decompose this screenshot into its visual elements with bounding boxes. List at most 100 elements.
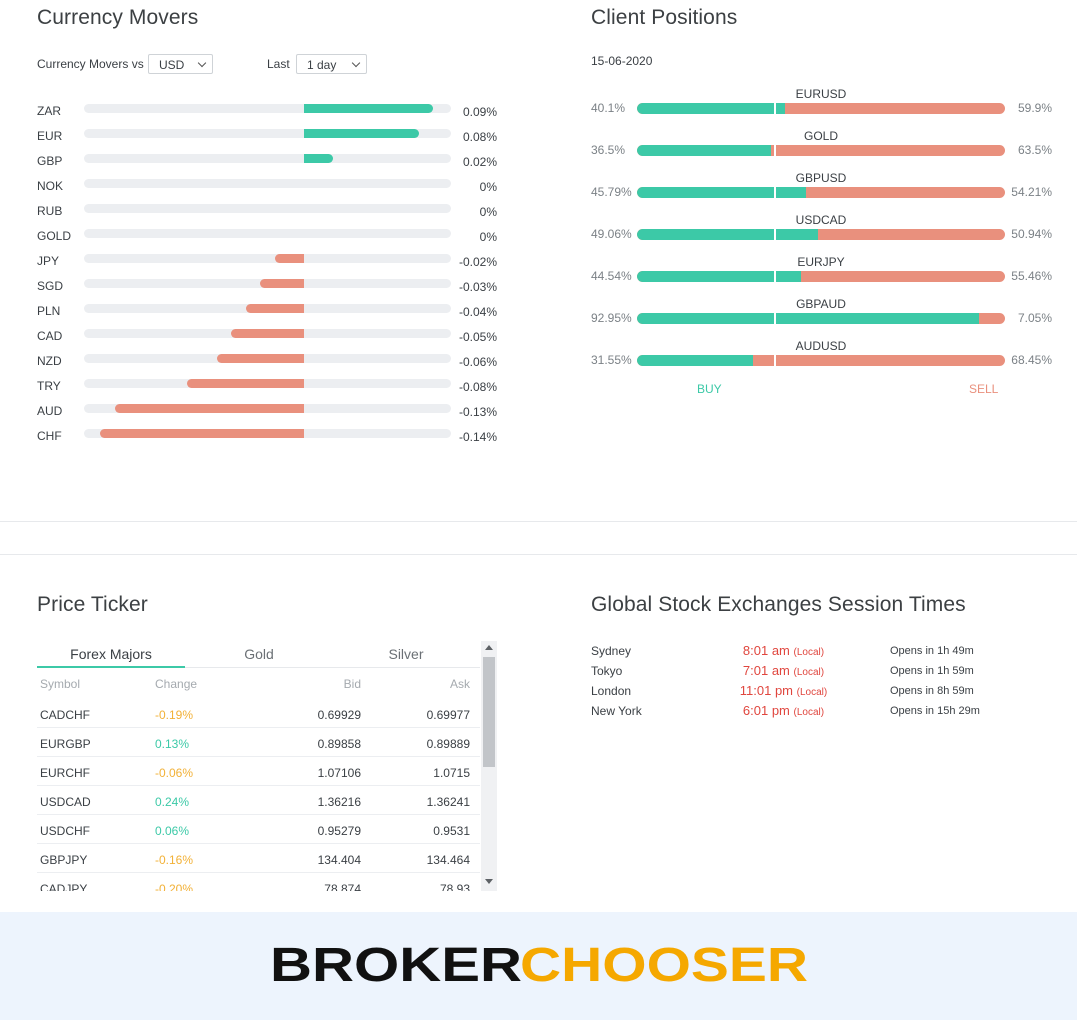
row-symbol: EURCHF [40,766,90,780]
table-row[interactable]: EURGBP 0.13% 0.89858 0.89889 [37,728,480,757]
mover-percent: -0.06% [458,355,497,369]
table-header: Symbol Change Bid Ask [37,677,480,693]
row-ask: 134.464 [426,853,470,867]
sell-percent: 7.05% [1017,311,1052,325]
column-header-change: Change [155,677,198,691]
price-ticker-title: Price Ticker [37,593,148,616]
mover-percent: 0.09% [462,105,497,119]
mover-bar [260,279,304,288]
mover-bar-track [84,404,451,413]
scroll-up-icon[interactable] [485,645,493,650]
table-row[interactable]: GBPJPY -0.16% 134.404 134.464 [37,844,480,873]
table-row[interactable]: USDCHF 0.06% 0.95279 0.9531 [37,815,480,844]
brokerchooser-logo[interactable]: BROKER CHOOSER [270,940,810,990]
mover-percent: 0% [479,180,497,194]
mover-bar-track [84,354,451,363]
price-ticker-rows: CADCHF -0.19% 0.69929 0.69977 EURGBP 0.13% 0.8… [37,699,480,891]
session-city: Tokyo [591,664,623,678]
mover-bar-track [84,279,451,288]
currency-mover-row: AUD -0.13% [37,400,507,425]
table-row[interactable]: USDCAD 0.24% 1.36216 1.36241 [37,786,480,815]
mover-bar-track [84,379,451,388]
row-bid: 1.07106 [317,766,361,780]
session-local-time: 6:01 pm (Local) [711,703,856,718]
table-row[interactable]: CADCHF -0.19% 0.69929 0.69977 [37,699,480,728]
tab-gold[interactable]: Gold [244,646,274,662]
sell-percent: 50.94% [1011,227,1052,241]
logo-text-broker: BROKER [270,940,522,990]
mover-percent: -0.04% [458,305,497,319]
session-city: London [591,684,632,698]
sell-percent: 54.21% [1011,185,1052,199]
mover-bar [187,379,304,388]
session-local-time: 8:01 am (Local) [711,643,856,658]
mover-bar [304,154,333,163]
mover-bar-track [84,179,451,188]
mover-bar [100,429,304,438]
mover-bar [231,329,304,338]
footer-banner: BROKER CHOOSER [0,912,1077,1020]
buy-percent: 49.06% [591,227,632,241]
currency-mover-row: EUR 0.08% [37,125,507,150]
currency-mover-row: CHF -0.14% [37,425,507,450]
sell-percent: 63.5% [1017,143,1052,157]
mover-bar [274,254,304,263]
position-symbol: GBPUSD [795,171,847,185]
scrollbar-thumb[interactable] [483,657,495,767]
buy-percent: 40.1% [591,101,626,115]
mover-bar-track [84,204,451,213]
buy-legend: BUY [697,382,722,396]
session-status: Opens in 1h 59m [890,665,974,677]
row-change: -0.16% [155,853,194,867]
row-symbol: CADCHF [40,708,90,722]
position-bar-track [637,229,1005,240]
row-change: 0.06% [155,824,190,838]
buy-bar [637,313,980,324]
currency-mover-row: NOK 0% [37,175,507,200]
table-row[interactable]: CADJPY -0.20% 78.874 78.93 [37,873,480,891]
mover-percent: 0% [479,205,497,219]
row-bid: 78.874 [324,882,361,891]
session-row: New York 6:01 pm (Local) Opens in 15h 29m [591,703,1061,723]
tab-silver[interactable]: Silver [388,646,424,662]
midline-marker [774,99,776,118]
row-ask: 0.69977 [426,708,470,722]
mover-bar-track [84,129,451,138]
currency-symbol: JPY [37,254,60,268]
currency-movers-vs-label: Currency Movers vs [37,57,144,71]
row-bid: 0.69929 [317,708,361,722]
buy-percent: 36.5% [591,143,626,157]
price-ticker-tabs: Forex Majors Gold Silver [37,641,480,668]
row-change: -0.20% [155,882,194,891]
currency-symbol: SGD [37,279,64,293]
row-symbol: GBPJPY [40,853,88,867]
scrollbar[interactable] [481,641,497,891]
column-header-bid: Bid [343,677,361,691]
period-dropdown[interactable]: 1 day [296,54,367,74]
mover-bar-track [84,429,451,438]
mover-percent: 0.08% [462,130,497,144]
row-change: 0.13% [155,737,190,751]
base-currency-dropdown[interactable]: USD [148,54,213,74]
row-symbol: USDCHF [40,824,90,838]
mover-percent: 0% [479,230,497,244]
tab-forex-majors[interactable]: Forex Majors [37,641,185,668]
position-bar-track [637,145,1005,156]
session-time-value: 8:01 am [742,643,790,658]
mover-bar-track [84,229,451,238]
session-status: Opens in 8h 59m [890,685,974,697]
chevron-down-icon [197,58,207,68]
mover-bar-track [84,254,451,263]
position-symbol: EURJPY [797,255,845,269]
client-position-row: GBPUSD 45.79% 54.21% [591,170,1061,212]
position-symbol: GBPAUD [796,297,846,311]
currency-symbol: GBP [37,154,63,168]
position-bar-track [637,103,1005,114]
row-symbol: USDCAD [40,795,91,809]
client-positions-date: 15-06-2020 [591,54,653,68]
scroll-down-icon[interactable] [485,879,493,884]
mover-percent: -0.14% [458,430,497,444]
table-row[interactable]: EURCHF -0.06% 1.07106 1.0715 [37,757,480,786]
currency-symbol: TRY [37,379,61,393]
sell-percent: 68.45% [1011,353,1052,367]
